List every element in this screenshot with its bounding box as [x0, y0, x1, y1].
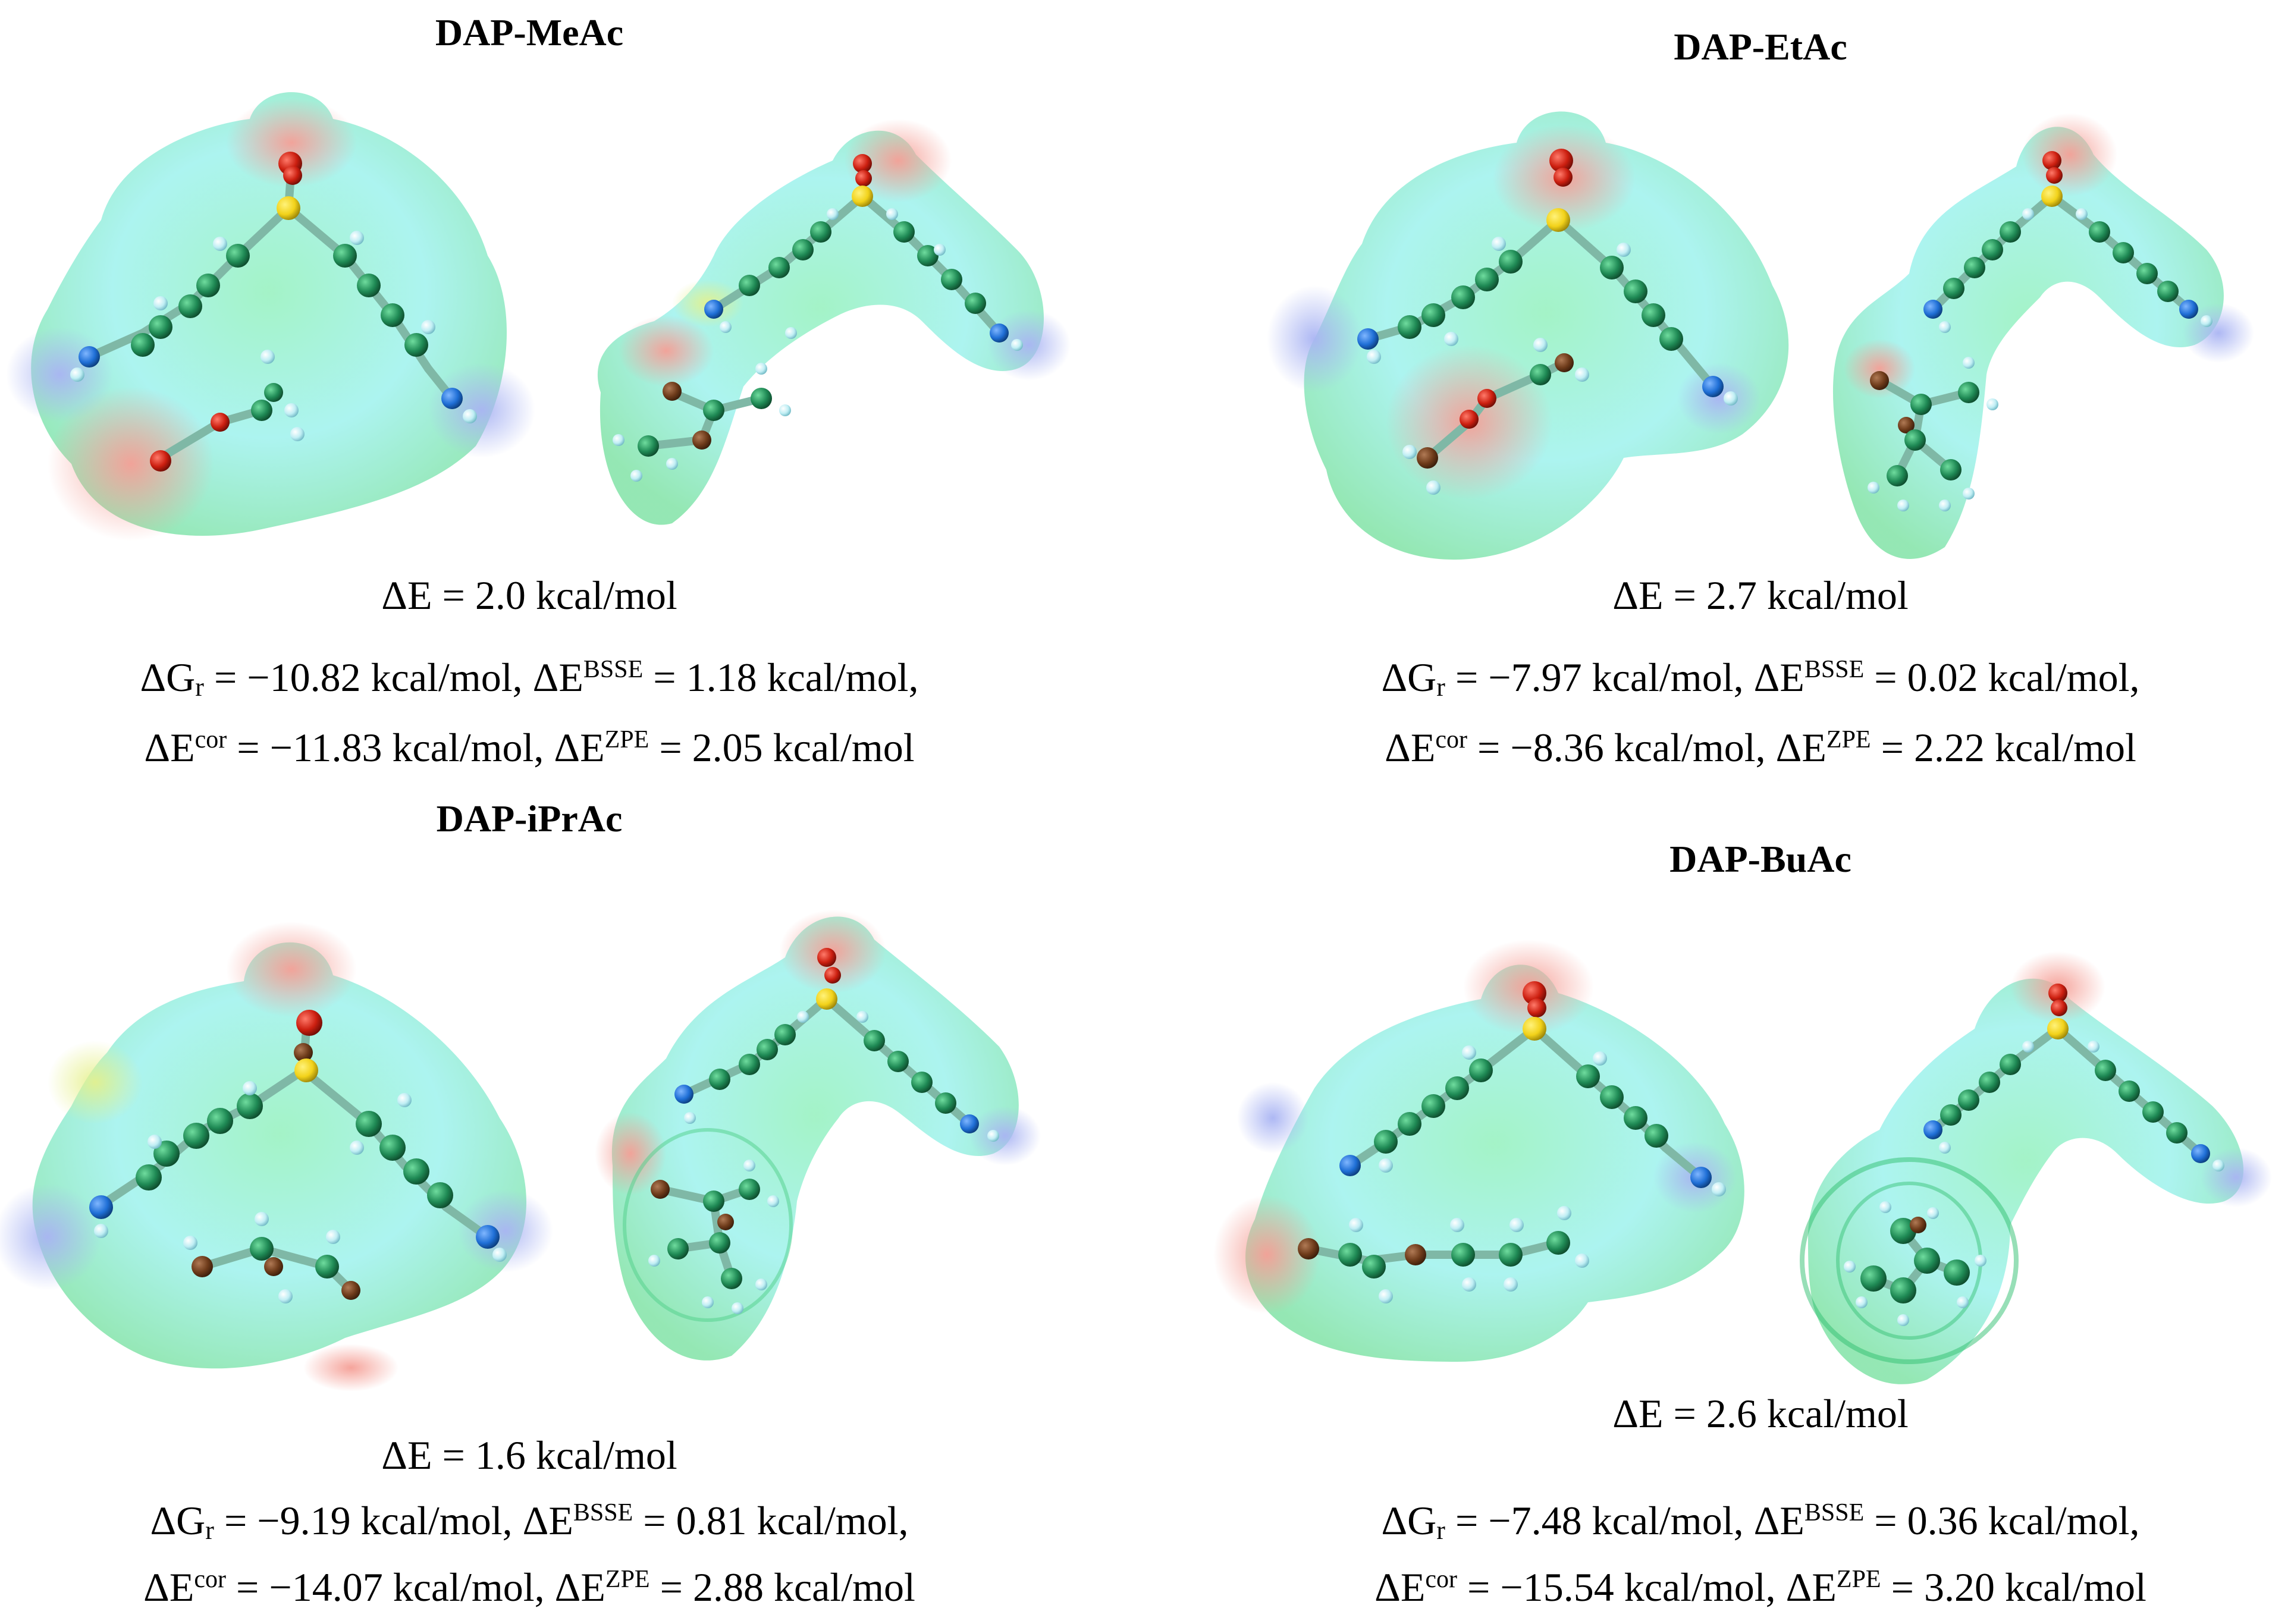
cor-sup: cor [194, 725, 227, 753]
energy-line-2: ΔEcor = −11.83 kcal/mol, ΔEZPE = 2.05 kc… [144, 724, 914, 771]
zpe-value: = 3.20 kcal/mol [1881, 1565, 2146, 1610]
zpe-value: = 2.88 kcal/mol [649, 1565, 915, 1610]
energy-line-1: ΔGr = −9.19 kcal/mol, ΔEBSSE = 0.81 kcal… [150, 1497, 908, 1546]
cor-value: = −14.07 kcal/mol, ΔE [226, 1565, 605, 1610]
cor-sup: cor [1425, 1565, 1458, 1593]
panel-title: DAP-EtAc [1674, 26, 1847, 68]
molecule-image-side [595, 910, 1041, 1361]
cor-value: = −11.83 kcal/mol, ΔE [227, 725, 605, 770]
energy-line-1: ΔGr = −10.82 kcal/mol, ΔEBSSE = 1.18 kca… [140, 654, 918, 702]
zpe-sup: ZPE [1836, 1565, 1881, 1593]
cor-value: = −8.36 kcal/mol, ΔE [1467, 725, 1826, 770]
zpe-sup: ZPE [604, 725, 649, 753]
molecule-image-front [0, 922, 553, 1391]
molecule-image-side [597, 119, 1071, 525]
dg-label: ΔG [1381, 1498, 1437, 1543]
cor-label: ΔE [144, 725, 195, 770]
bsse-value: = 0.02 kcal/mol, [1864, 655, 2140, 700]
zpe-sup: ZPE [605, 1565, 650, 1593]
dg-value: = −7.48 kcal/mol, ΔE [1445, 1498, 1804, 1543]
zpe-sup: ZPE [1826, 725, 1871, 753]
dg-label: ΔG [150, 1498, 206, 1543]
dg-value: = −9.19 kcal/mol, ΔE [214, 1498, 573, 1543]
panel-title: DAP-iPrAc [436, 797, 623, 840]
dg-sub: r [1436, 1515, 1445, 1545]
dg-sub: r [1436, 672, 1445, 702]
cor-sup: cor [194, 1565, 227, 1593]
delta-e-label: ΔE = 2.7 kcal/mol [1612, 573, 1909, 618]
panel-title: DAP-MeAc [435, 11, 624, 54]
dg-label: ΔG [140, 655, 196, 700]
bsse-sup: BSSE [1804, 655, 1865, 683]
delta-e-label: ΔE = 1.6 kcal/mol [381, 1433, 677, 1478]
dg-sub: r [205, 1515, 214, 1545]
molecule-image-front [6, 92, 535, 541]
zpe-value: = 2.22 kcal/mol [1871, 725, 2136, 770]
molecule-image-front [1213, 940, 1744, 1362]
cor-label: ΔE [143, 1565, 194, 1610]
energy-line-2: ΔEcor = −14.07 kcal/mol, ΔEZPE = 2.88 kc… [143, 1564, 915, 1611]
delta-e-label: ΔE = 2.6 kcal/mol [1612, 1391, 1909, 1436]
cor-sup: cor [1435, 725, 1468, 753]
panel-title: DAP-BuAc [1669, 838, 1851, 880]
molecule-image-side [1800, 951, 2272, 1384]
bsse-sup: BSSE [1804, 1499, 1865, 1526]
delta-e-label: ΔE = 2.0 kcal/mol [381, 573, 677, 618]
bsse-value: = 1.18 kcal/mol, [643, 655, 919, 700]
dg-sub: r [195, 672, 204, 702]
dg-value: = −7.97 kcal/mol, ΔE [1445, 655, 1804, 700]
energy-line-2: ΔEcor = −8.36 kcal/mol, ΔEZPE = 2.22 kca… [1385, 724, 2136, 771]
energy-line-1: ΔGr = −7.97 kcal/mol, ΔEBSSE = 0.02 kcal… [1381, 654, 2139, 702]
molecule-image-side [1832, 113, 2254, 560]
dg-label: ΔG [1381, 655, 1437, 700]
energy-line-1: ΔGr = −7.48 kcal/mol, ΔEBSSE = 0.36 kcal… [1381, 1497, 2139, 1546]
bsse-sup: BSSE [573, 1499, 633, 1526]
energy-line-2: ΔEcor = −15.54 kcal/mol, ΔEZPE = 3.20 kc… [1374, 1564, 2146, 1611]
dg-value: = −10.82 kcal/mol, ΔE [203, 655, 583, 700]
bsse-sup: BSSE [583, 655, 644, 683]
bsse-value: = 0.81 kcal/mol, [633, 1498, 909, 1543]
zpe-value: = 2.05 kcal/mol [649, 725, 915, 770]
molecule-image-front [1267, 111, 1789, 560]
cor-label: ΔE [1385, 725, 1436, 770]
cor-label: ΔE [1374, 1565, 1426, 1610]
bsse-value: = 0.36 kcal/mol, [1864, 1498, 2140, 1543]
cor-value: = −15.54 kcal/mol, ΔE [1457, 1565, 1837, 1610]
